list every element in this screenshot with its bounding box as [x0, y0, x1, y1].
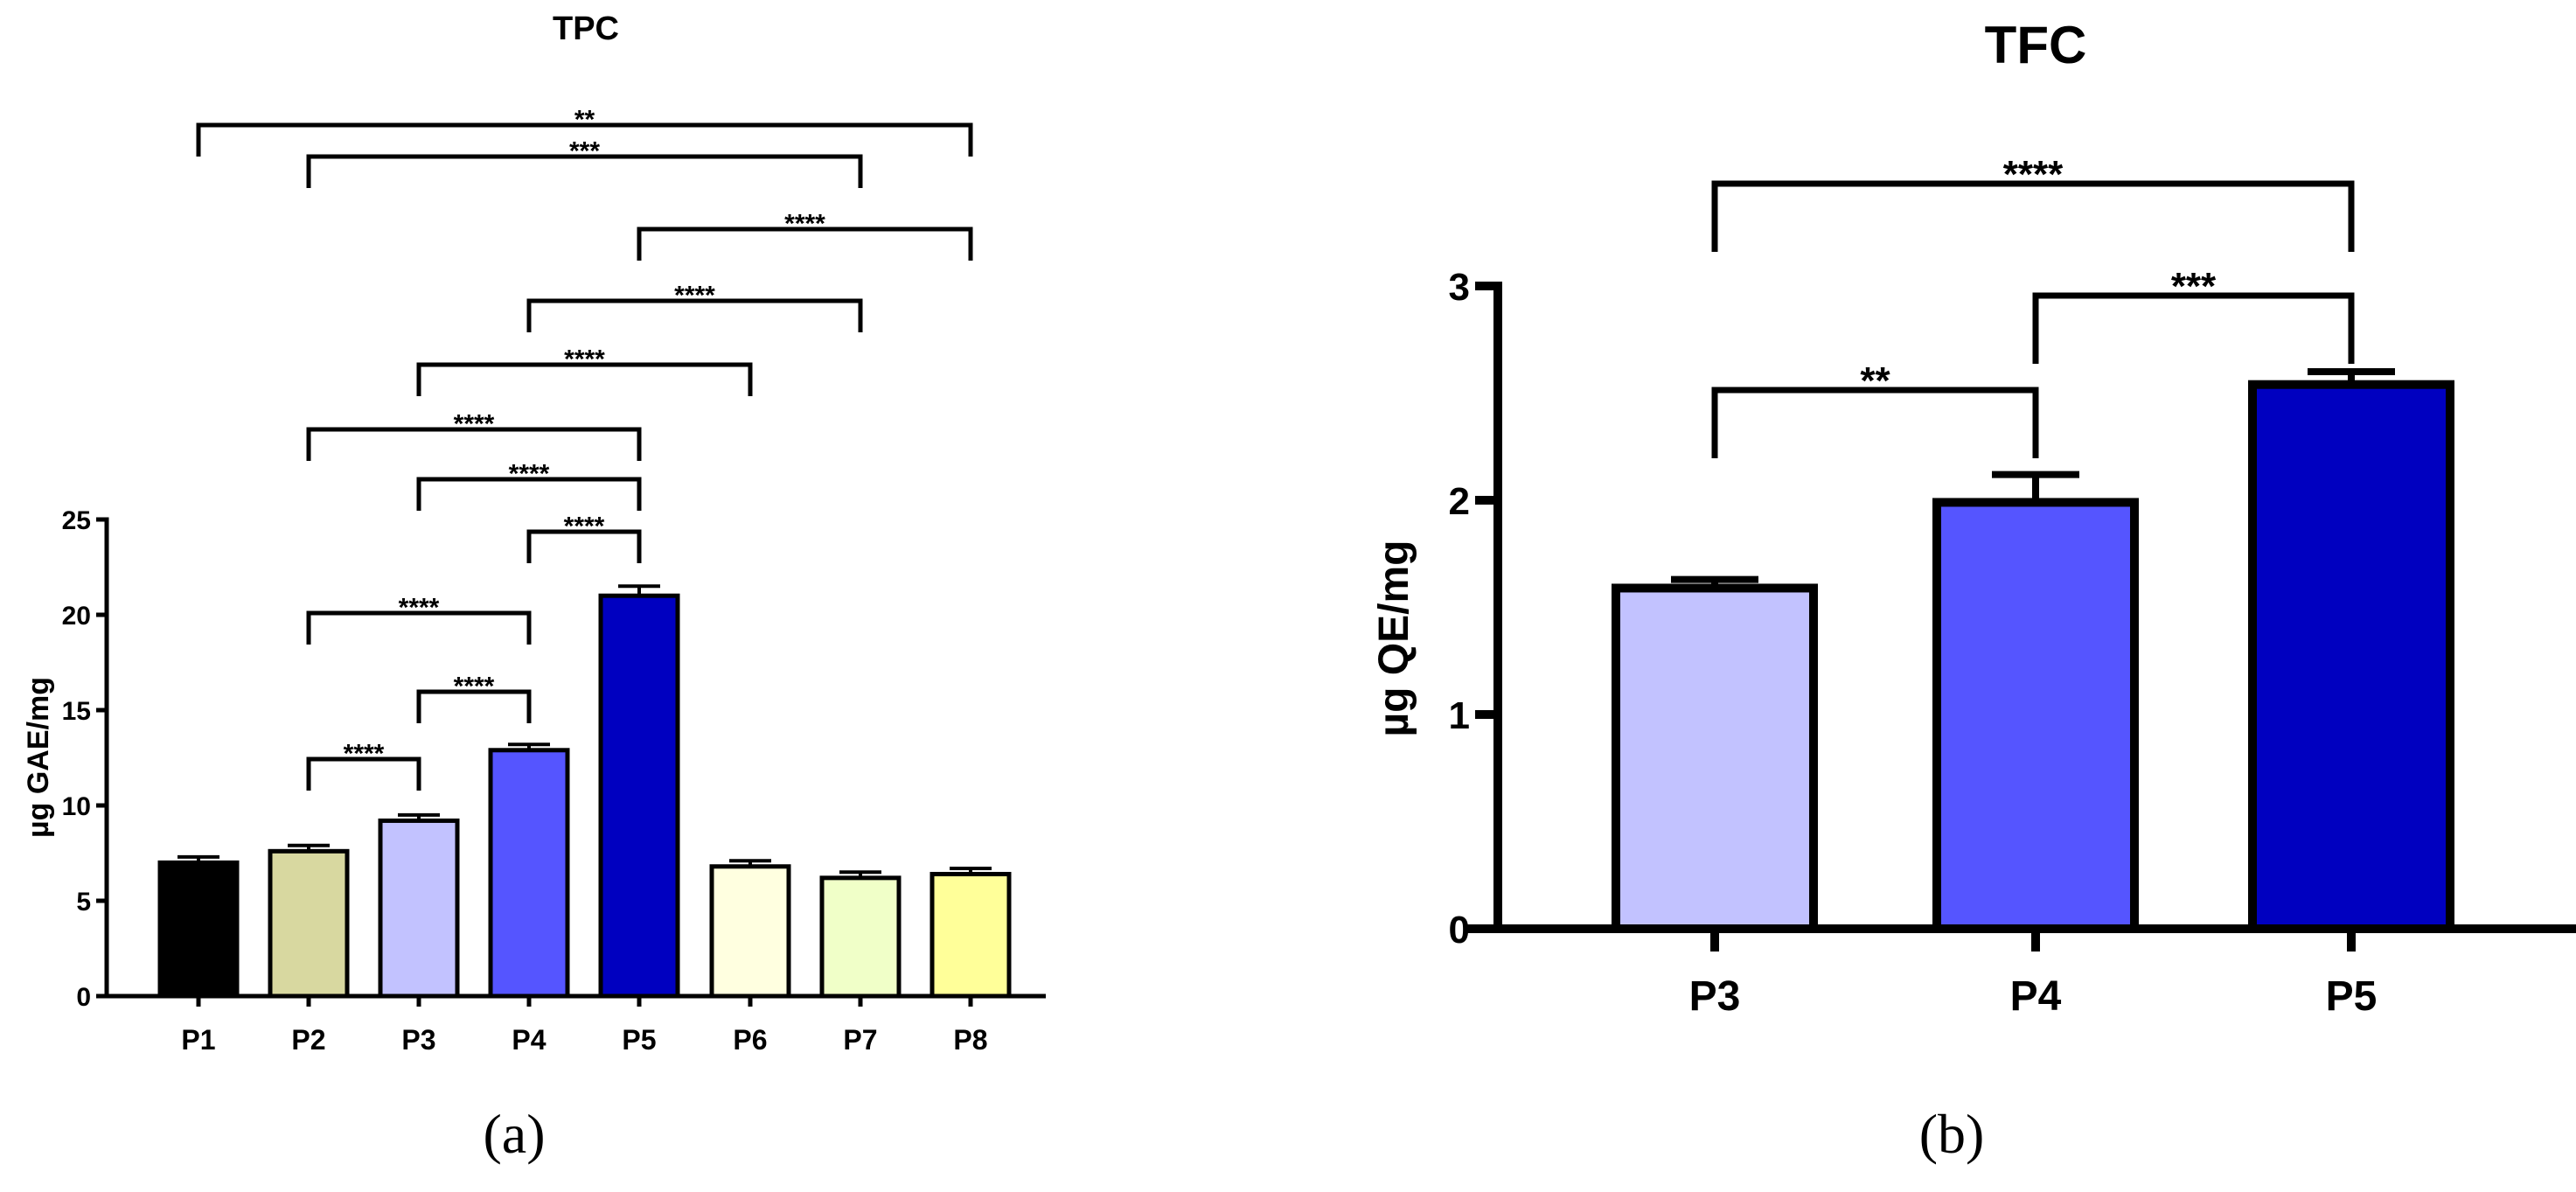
x-tick-label: P3: [1689, 973, 1741, 1020]
significance-bracket: [526, 529, 642, 563]
significance-label: ****: [564, 345, 605, 374]
significance-bracket: [637, 227, 973, 261]
significance-label: ****: [2003, 153, 2064, 196]
significance-bracket: [1711, 180, 2355, 252]
significance-label: ****: [454, 410, 495, 439]
significance-bracket: [416, 362, 753, 396]
x-tick-label: P8: [953, 1024, 987, 1056]
y-tick-label: 10: [62, 792, 91, 821]
y-axis-label: µg GAE/mg: [22, 677, 55, 838]
panel-a-tpc-chart: TPC µg GAE/mg 0 5 10 15 20 25 P1 P2 P3 P4 P5 P6 P7 P8 **…: [22, 10, 1046, 1165]
x-tick-label: P1: [181, 1024, 215, 1056]
x-tick-label: P6: [733, 1024, 767, 1056]
significance-label: **: [574, 106, 595, 135]
significance-bracket: [526, 298, 863, 332]
bar-p8: [929, 871, 1012, 999]
y-tick-label: 3: [1449, 266, 1470, 309]
y-tick-label: 0: [1449, 909, 1470, 952]
significance-bracket: [306, 756, 421, 791]
significance-bracket: [416, 689, 532, 723]
panel-label: (a): [483, 1103, 545, 1165]
significance-label: ****: [784, 210, 825, 239]
y-tick-label: 25: [62, 506, 91, 535]
bar-p1: [157, 860, 240, 999]
bar-p4: [488, 748, 570, 999]
significance-label: ****: [564, 512, 605, 541]
x-tick-label: P3: [401, 1024, 435, 1056]
chart-title: TFC: [1985, 16, 2087, 74]
significance-bracket: [2032, 292, 2355, 364]
bar-p5: [598, 593, 680, 999]
significance-label: ****: [454, 673, 495, 701]
significance-label: ***: [2171, 265, 2217, 308]
significance-label: ****: [344, 740, 385, 769]
bar-p4: [1932, 498, 2139, 933]
bar-p3: [1612, 583, 1818, 933]
panel-label: (b): [1919, 1103, 1985, 1165]
significance-bracket: [1711, 387, 2039, 458]
significance-bracket: [306, 427, 642, 461]
y-tick-label: 15: [62, 697, 91, 726]
y-tick-label: 2: [1449, 480, 1470, 523]
y-tick-label: 1: [1449, 694, 1470, 737]
y-tick-label: 5: [76, 888, 91, 917]
significance-label: ****: [399, 594, 440, 623]
x-tick-label: P2: [291, 1024, 325, 1056]
x-tick-label: P7: [843, 1024, 877, 1056]
significance-bracket: [306, 154, 863, 188]
chart-title: TPC: [553, 10, 619, 47]
significance-label: **: [1860, 359, 1890, 402]
bar-p6: [709, 864, 791, 999]
significance-bracket: [416, 477, 642, 511]
x-tick-label: P4: [512, 1024, 546, 1056]
y-axis-label: µg QE/mg: [1371, 540, 1417, 737]
x-tick-label: P5: [622, 1024, 656, 1056]
bar-p7: [819, 875, 902, 999]
significance-bracket: [196, 122, 973, 157]
x-tick-label: P5: [2326, 973, 2378, 1020]
y-tick-label: 0: [76, 983, 91, 1012]
bar-p5: [2248, 380, 2454, 933]
y-tick-label: 20: [62, 602, 91, 631]
x-tick-label: P4: [2010, 973, 2062, 1020]
bar-p2: [268, 848, 350, 999]
significance-label: ***: [569, 137, 600, 166]
bar-p3: [378, 818, 460, 999]
significance-label: ****: [509, 460, 550, 489]
significance-label: ****: [674, 282, 715, 310]
significance-bracket: [306, 610, 532, 645]
